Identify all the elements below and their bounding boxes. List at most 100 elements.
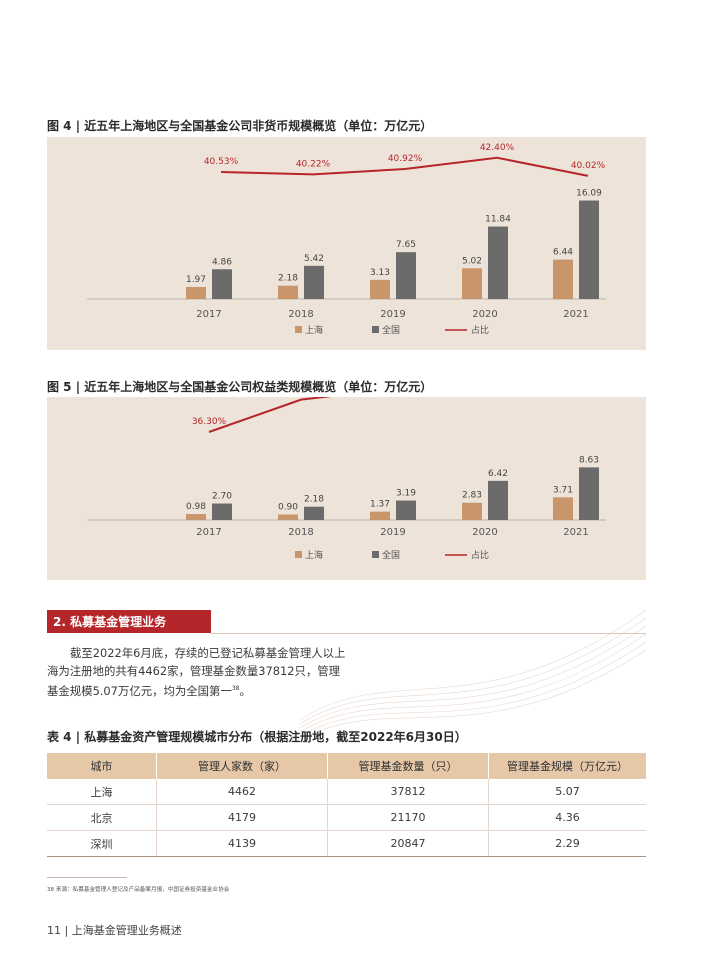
bar-national <box>488 480 508 520</box>
bar-national <box>579 467 599 520</box>
bar-national <box>304 506 324 520</box>
bar-label-national: 16.09 <box>576 189 602 199</box>
table-cell: 21170 <box>327 804 489 831</box>
section-heading: 2. 私募基金管理业务 <box>47 610 211 633</box>
table-header-cell: 管理人家数（家） <box>156 753 328 779</box>
figure-4-svg: 1.97 4.86 2017 2.18 5.42 2018 3.13 7.65 2019 5.02… <box>87 143 606 336</box>
table-cell: 上海 <box>47 779 157 805</box>
table-cell: 2.29 <box>488 830 646 857</box>
table-row: 北京 4179 21170 4.36 <box>47 804 646 831</box>
table-row: 深圳 4139 20847 2.29 <box>47 830 646 857</box>
bar-label-national: 2.18 <box>304 495 324 505</box>
bar-label-national: 3.19 <box>396 489 416 499</box>
bar-shanghai <box>462 268 482 299</box>
x-tick-label: 2019 <box>380 527 405 538</box>
legend-label-shanghai: 上海 <box>305 549 323 561</box>
legend-swatch-shanghai <box>295 326 302 333</box>
bar-national <box>396 500 416 520</box>
bar-label-shanghai: 1.37 <box>370 500 390 510</box>
table-cell: 4.36 <box>488 804 646 831</box>
legend-swatch-shanghai <box>295 551 302 558</box>
bar-shanghai <box>553 497 573 520</box>
bar-label-national: 7.65 <box>396 240 416 250</box>
legend-swatch-national <box>372 551 379 558</box>
legend-label-national: 全国 <box>382 324 400 336</box>
footnote-divider <box>47 877 127 878</box>
bar-shanghai <box>278 285 298 299</box>
footnote: 38 来源：私募基金管理人登记及产品备案月报，中国证券投资基金业协会 <box>47 887 230 893</box>
section-heading-text: 2. 私募基金管理业务 <box>53 615 167 629</box>
ratio-label: 36.30% <box>192 417 227 427</box>
figure-4-chart: 1.97 4.86 2017 2.18 5.42 2018 3.13 7.65 2019 5.02… <box>47 137 646 350</box>
table-row: 上海 4462 37812 5.07 <box>47 779 646 805</box>
table-header-row: 城市 管理人家数（家） 管理基金数量（只） 管理基金规模（万亿元） <box>47 753 646 779</box>
bar-label-national: 2.70 <box>212 492 232 502</box>
bar-label-national: 11.84 <box>485 215 511 225</box>
table-cell: 20847 <box>327 830 489 857</box>
bar-shanghai <box>370 279 390 299</box>
bar-label-national: 8.63 <box>579 455 599 465</box>
bar-label-shanghai: 2.18 <box>278 274 298 284</box>
ratio-label: 40.53% <box>204 157 239 167</box>
bar-national <box>396 252 416 299</box>
legend-label-shanghai: 上海 <box>305 324 323 336</box>
x-tick-label: 2020 <box>472 309 497 320</box>
ratio-label: 40.92% <box>388 154 423 164</box>
bar-label-national: 5.42 <box>304 254 324 264</box>
bar-shanghai <box>370 511 390 520</box>
table-header-cell: 管理基金规模（万亿元） <box>488 753 646 779</box>
bar-label-shanghai: 0.90 <box>278 503 298 513</box>
bar-national <box>212 503 232 520</box>
section-divider <box>211 633 646 634</box>
table-cell: 37812 <box>327 779 489 805</box>
x-tick-label: 2018 <box>288 309 313 320</box>
figure-5-svg: 0.98 2.70 2017 0.90 2.18 2018 1.37 3.19 2019 2.83… <box>87 397 606 561</box>
bar-national <box>212 269 232 299</box>
table-4-title: 表 4 | 私募基金资产管理规模城市分布（根据注册地，截至2022年6月30日） <box>47 730 467 744</box>
bar-label-national: 4.86 <box>212 257 232 267</box>
footnote-ref: 38 <box>231 685 240 692</box>
x-tick-label: 2020 <box>472 527 497 538</box>
ratio-line <box>208 397 332 433</box>
bar-label-shanghai: 3.71 <box>553 485 573 495</box>
bar-shanghai <box>186 286 206 299</box>
legend-label-national: 全国 <box>382 549 400 561</box>
bar-label-shanghai: 6.44 <box>553 248 573 258</box>
table-cell: 5.07 <box>488 779 646 805</box>
city-distribution-table: 城市 管理人家数（家） 管理基金数量（只） 管理基金规模（万亿元） 上海 446… <box>47 753 646 857</box>
bar-label-shanghai: 3.13 <box>370 268 390 278</box>
legend-swatch-national <box>372 326 379 333</box>
bar-label-shanghai: 5.02 <box>462 256 482 266</box>
ratio-label: 40.02% <box>571 161 606 171</box>
ratio-label: 40.22% <box>296 159 331 169</box>
body-paragraph: 截至2022年6月底，存续的已登记私募基金管理人以上海为注册地的共有4462家，… <box>47 645 347 700</box>
table-cell: 深圳 <box>47 830 157 857</box>
page-footer: 11 | 上海基金管理业务概述 <box>47 924 182 937</box>
figure-4-title: 图 4 | 近五年上海地区与全国基金公司非货币规模概览（单位：万亿元） <box>47 119 433 133</box>
bar-label-shanghai: 2.83 <box>462 491 482 501</box>
figure-5-chart: 0.98 2.70 2017 0.90 2.18 2018 1.37 3.19 2019 2.83… <box>47 397 646 580</box>
table-cell: 4139 <box>156 830 328 857</box>
legend-label-ratio: 占比 <box>471 549 489 561</box>
bar-label-national: 6.42 <box>488 469 508 479</box>
figure-5-title: 图 5 | 近五年上海地区与全国基金公司权益类规模概览（单位：万亿元） <box>47 380 433 394</box>
x-tick-label: 2018 <box>288 527 313 538</box>
x-tick-label: 2021 <box>563 527 588 538</box>
bar-national <box>304 265 324 299</box>
bar-label-shanghai: 1.97 <box>186 275 206 285</box>
table-cell: 北京 <box>47 804 157 831</box>
paragraph-end: 。 <box>239 683 251 698</box>
bar-shanghai <box>186 514 206 520</box>
bar-shanghai <box>462 502 482 520</box>
table-header-cell: 城市 <box>47 753 157 779</box>
bar-national <box>488 226 508 299</box>
bar-label-shanghai: 0.98 <box>186 502 206 512</box>
table-header-cell: 管理基金数量（只） <box>327 753 489 779</box>
x-tick-label: 2021 <box>563 309 588 320</box>
decorative-wave <box>300 609 646 741</box>
x-tick-label: 2017 <box>196 527 221 538</box>
table-cell: 4462 <box>156 779 328 805</box>
x-tick-label: 2017 <box>196 309 221 320</box>
bar-shanghai <box>553 259 573 299</box>
x-tick-label: 2019 <box>380 309 405 320</box>
